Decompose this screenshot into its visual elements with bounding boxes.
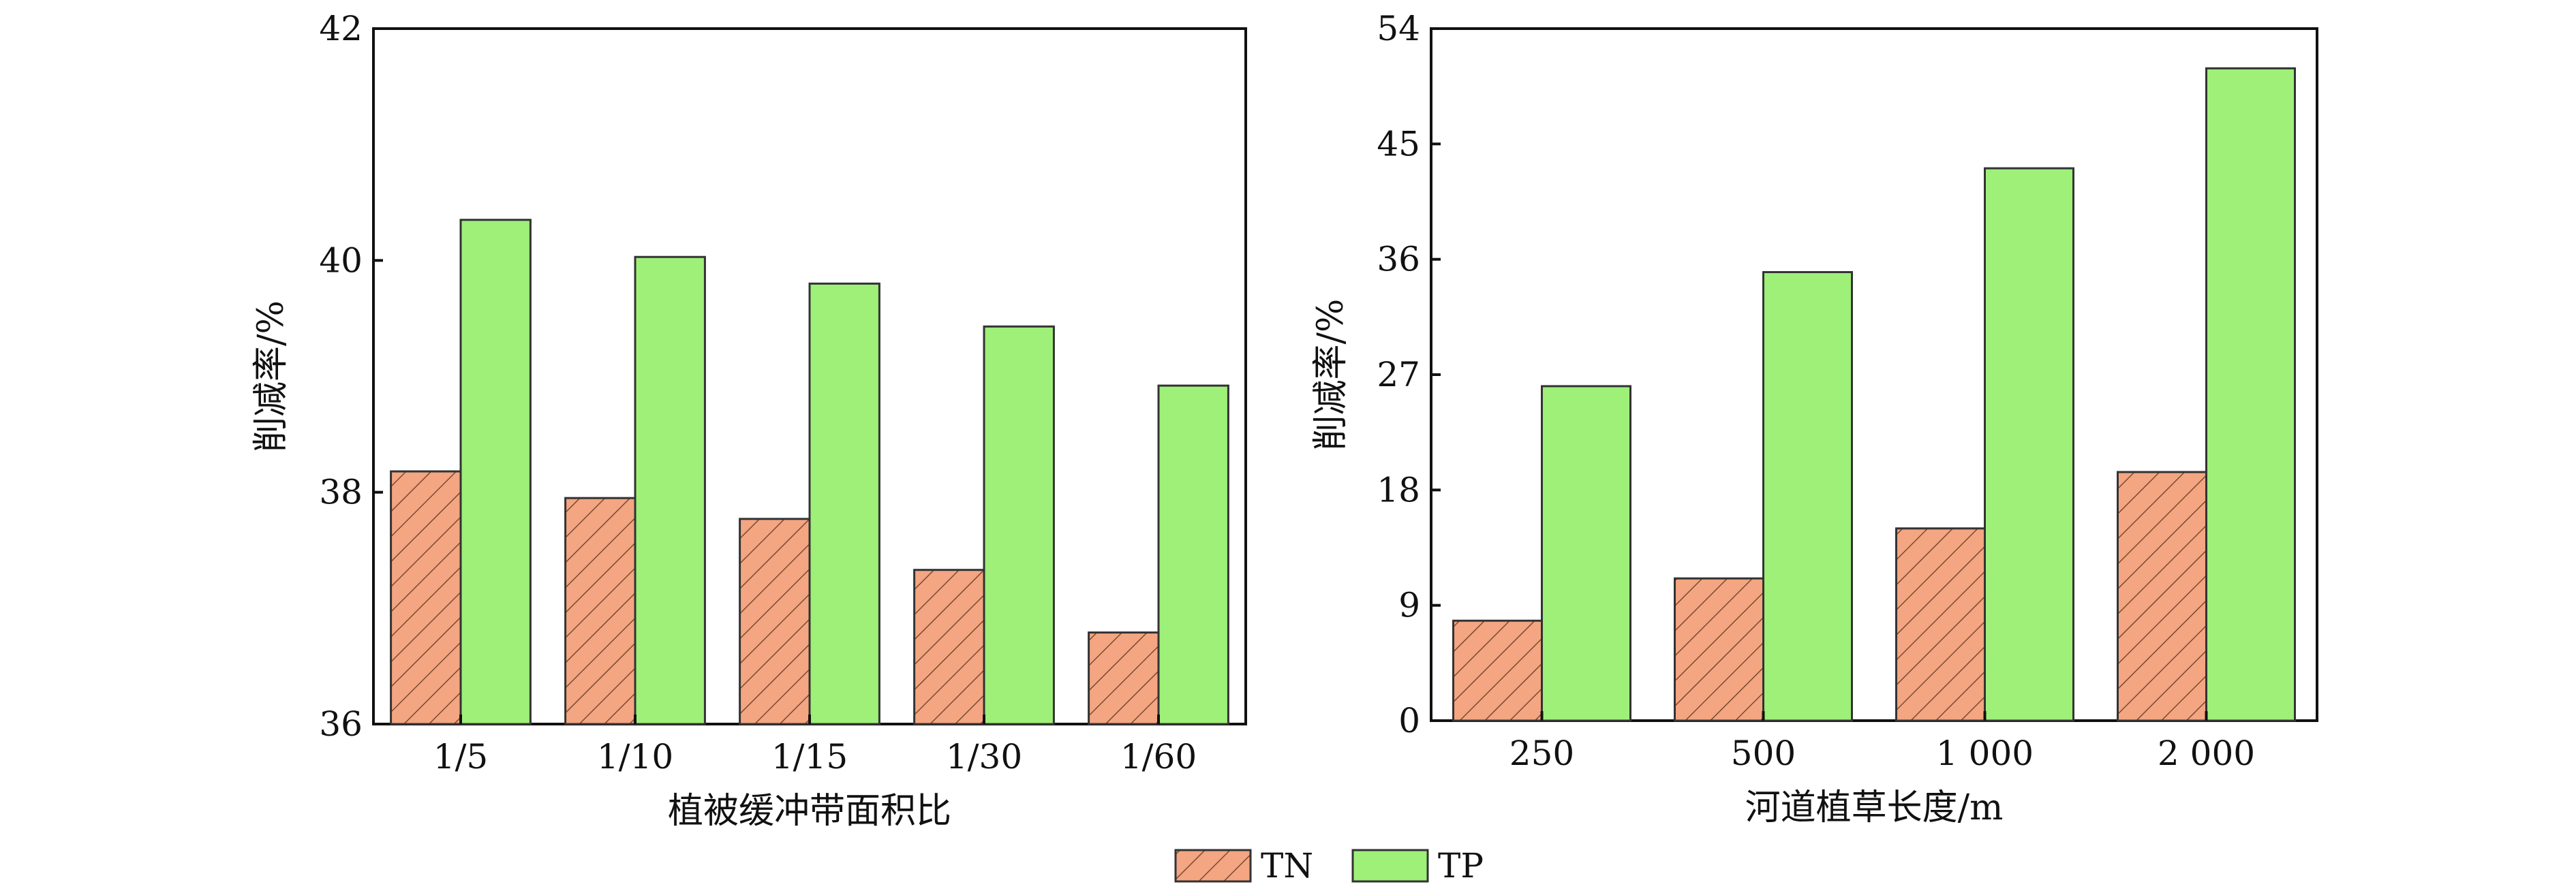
left-bar-tn	[390, 470, 462, 725]
left-bar-tn	[739, 518, 811, 725]
right-y-axis-title: 削减率/%	[1310, 299, 1351, 451]
left-bar-tp	[808, 282, 880, 725]
left-bar-tn	[913, 569, 985, 725]
left-x-tick-label: 1/5	[433, 737, 488, 777]
legend-swatch-tp	[1351, 849, 1429, 883]
right-bar-tp	[1541, 385, 1631, 722]
left-x-tick-label: 1/10	[597, 737, 673, 777]
left-x-tick-label: 1/30	[946, 737, 1022, 777]
right-x-tick-label: 2 000	[2158, 734, 2255, 773]
right-bar-tn	[1895, 527, 1986, 722]
legend-label-tn: TN	[1261, 846, 1313, 886]
left-bar-tp	[634, 255, 706, 725]
right-x-axis-title: 河道植草长度/m	[1745, 787, 2004, 828]
left-y-axis-title: 削减率/%	[251, 300, 292, 452]
legend-swatch-tn	[1174, 849, 1252, 883]
left-bar-tn	[1088, 631, 1160, 725]
right-y-tick-label: 36	[1377, 240, 1420, 279]
right-y-tick-label: 0	[1398, 701, 1420, 740]
right-x-tick-label: 1 000	[1936, 734, 2034, 773]
right-bar-tp	[1984, 167, 2074, 722]
left-x-tick-label: 1/60	[1120, 737, 1197, 777]
left-y-tick-label: 36	[319, 704, 363, 744]
right-y-tick-label: 45	[1377, 124, 1420, 163]
right-bar-tn	[1674, 577, 1764, 722]
right-bar-tp	[2205, 67, 2296, 722]
left-y-tick-label: 40	[319, 240, 363, 280]
legend-label-tp: TP	[1438, 846, 1484, 886]
right-x-tick-label: 250	[1509, 734, 1574, 773]
right-bar-tn	[1452, 619, 1543, 722]
right-bar-tn	[2117, 471, 2207, 722]
left-y-tick-label: 42	[319, 9, 363, 48]
left-bar-tp	[459, 219, 532, 725]
left-y-tick-label: 38	[319, 473, 363, 512]
left-x-tick-label: 1/15	[771, 737, 848, 777]
right-y-tick-label: 18	[1377, 470, 1420, 510]
chart-right-channel-grass-length: 0 9 18 27 36 45 54 250 500 1 000 2 000 河道植草长度/m 削减率/…	[1310, 9, 2318, 828]
right-y-tick-label: 27	[1377, 355, 1420, 394]
chart-left-vegetation-buffer: 36 38 40 42 1/5 1/10 1/15 1/30 1/60 植被缓冲带面积比 削减率/%	[251, 9, 1247, 832]
left-bar-tn	[564, 497, 637, 725]
left-x-axis-title: 植被缓冲带面积比	[668, 791, 951, 832]
right-y-tick-label: 9	[1398, 586, 1420, 625]
right-x-tick-label: 500	[1731, 734, 1796, 773]
left-bar-tp	[1157, 384, 1229, 725]
left-bar-tp	[983, 325, 1055, 725]
legend: TN TP	[1174, 846, 1484, 886]
right-y-tick-label: 54	[1377, 9, 1420, 48]
right-bar-tp	[1762, 270, 1853, 722]
